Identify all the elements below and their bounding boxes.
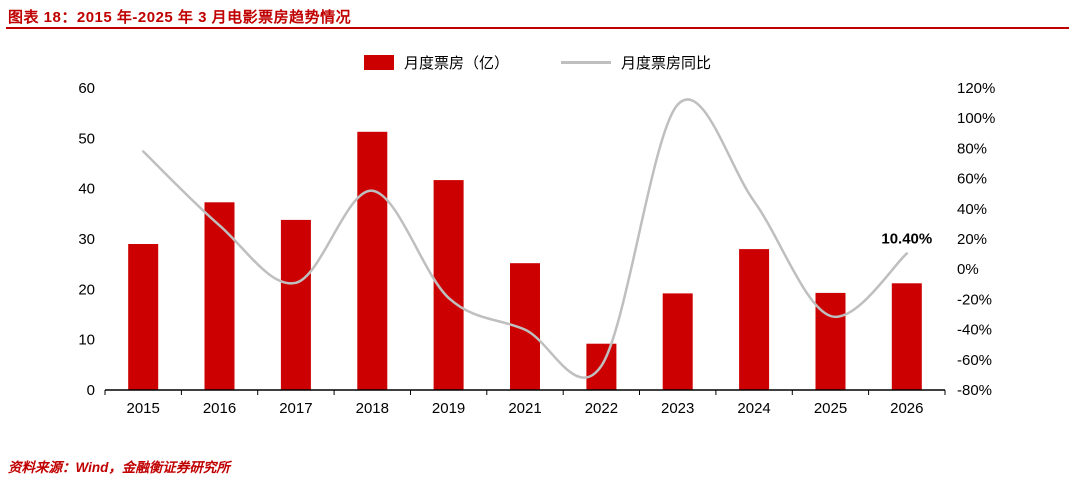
right-axis-label: 100% <box>957 110 995 127</box>
x-axis-label: 2025 <box>814 400 847 417</box>
right-axis-label: 0% <box>957 261 979 278</box>
left-axis-label: 40 <box>78 181 95 198</box>
right-axis-label: 20% <box>957 231 987 248</box>
right-axis-label: 40% <box>957 201 987 218</box>
legend-line-label: 月度票房同比 <box>621 55 712 72</box>
left-axis-label: 30 <box>78 231 95 248</box>
legend-item-line: 月度票房同比 <box>561 52 711 73</box>
right-axis-label: -60% <box>957 352 992 369</box>
left-axis-label: 0 <box>87 382 95 399</box>
x-axis-label: 2018 <box>356 400 389 417</box>
bar-2017 <box>280 219 311 390</box>
x-axis-label: 2022 <box>585 400 618 417</box>
x-axis-label: 2023 <box>661 400 694 417</box>
right-axis-label: -20% <box>957 291 992 308</box>
source-note: 资料来源：Wind，金融衡证券研究所 <box>8 460 230 475</box>
bar-2023 <box>662 293 693 390</box>
right-axis-label: -80% <box>957 382 992 399</box>
yoy-trend-line <box>141 98 909 379</box>
bar-2015 <box>128 244 159 390</box>
x-axis-label: 2026 <box>890 400 923 417</box>
legend-item-bar: 月度票房（亿） <box>363 52 509 73</box>
x-axis-label: 2016 <box>203 400 236 417</box>
bar-2024 <box>739 249 770 390</box>
bar-swatch-icon <box>363 55 394 70</box>
title-divider <box>6 27 1069 29</box>
right-axis-label: 60% <box>957 171 987 188</box>
line-swatch-icon <box>561 61 611 64</box>
x-axis-label: 2021 <box>508 400 541 417</box>
left-axis-label: 60 <box>78 80 95 97</box>
bar-2016 <box>204 202 235 390</box>
left-axis-label: 20 <box>78 281 95 298</box>
bar-2026 <box>891 283 922 390</box>
x-axis-label: 2024 <box>737 400 770 417</box>
right-axis-label: 120% <box>957 80 995 97</box>
chart-legend: 月度票房（亿） 月度票房同比 <box>0 52 1075 73</box>
x-axis-label: 2015 <box>127 400 160 417</box>
bar-2018 <box>357 131 388 391</box>
legend-bar-label: 月度票房（亿） <box>403 55 509 72</box>
data-label: 10.40% <box>881 231 932 248</box>
x-axis-label: 2019 <box>432 400 465 417</box>
figure-title: 图表 18：2015 年-2025 年 3 月电影票房趋势情况 <box>8 9 352 26</box>
right-axis-label: 80% <box>957 140 987 157</box>
right-axis-label: -40% <box>957 322 992 339</box>
left-axis-label: 10 <box>78 332 95 349</box>
left-axis-label: 50 <box>78 130 95 147</box>
x-axis-label: 2017 <box>279 400 312 417</box>
